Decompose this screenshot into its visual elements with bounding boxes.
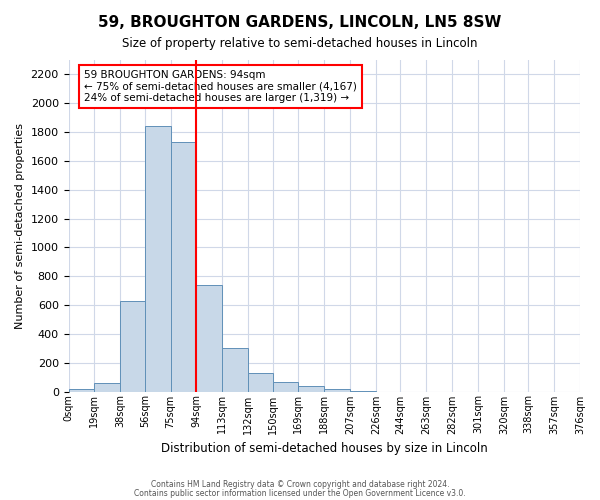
Bar	[298, 386, 324, 392]
Bar	[272, 382, 298, 392]
Bar	[222, 348, 248, 392]
Text: 59, BROUGHTON GARDENS, LINCOLN, LN5 8SW: 59, BROUGHTON GARDENS, LINCOLN, LN5 8SW	[98, 15, 502, 30]
Y-axis label: Number of semi-detached properties: Number of semi-detached properties	[15, 123, 25, 329]
Text: Contains public sector information licensed under the Open Government Licence v3: Contains public sector information licen…	[134, 488, 466, 498]
Text: 59 BROUGHTON GARDENS: 94sqm
← 75% of semi-detached houses are smaller (4,167)
24: 59 BROUGHTON GARDENS: 94sqm ← 75% of sem…	[84, 70, 357, 103]
Bar	[145, 126, 170, 392]
Bar	[120, 300, 145, 392]
Bar	[350, 391, 376, 392]
Bar	[170, 142, 196, 392]
Text: Size of property relative to semi-detached houses in Lincoln: Size of property relative to semi-detach…	[122, 38, 478, 51]
Bar	[94, 383, 120, 392]
Bar	[68, 388, 94, 392]
Text: Contains HM Land Registry data © Crown copyright and database right 2024.: Contains HM Land Registry data © Crown c…	[151, 480, 449, 489]
Bar	[248, 373, 272, 392]
Bar	[324, 390, 350, 392]
X-axis label: Distribution of semi-detached houses by size in Lincoln: Distribution of semi-detached houses by …	[161, 442, 488, 455]
Bar	[196, 285, 222, 392]
